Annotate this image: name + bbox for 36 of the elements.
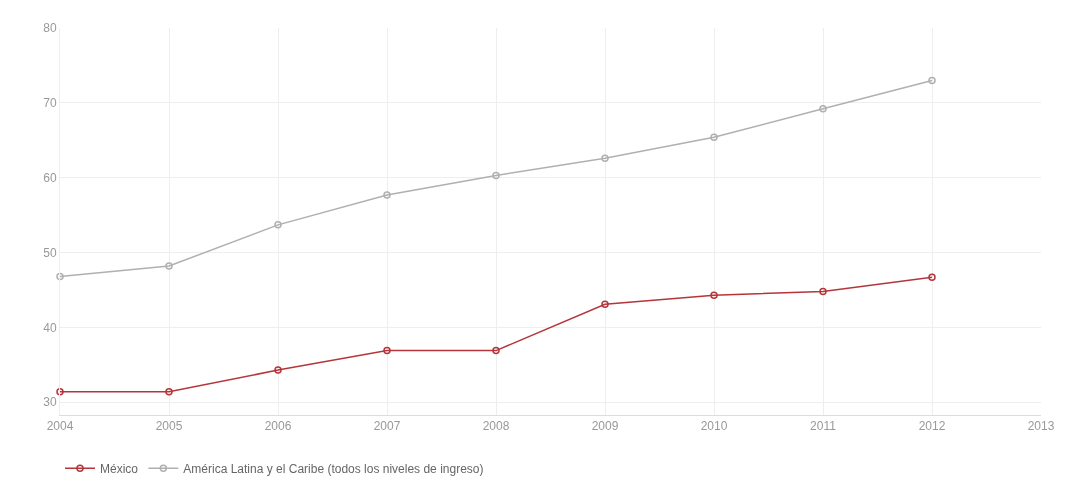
point	[710, 291, 718, 299]
x-tick-label: 2009	[591, 419, 619, 434]
point	[601, 300, 609, 308]
point	[710, 133, 718, 142]
point	[492, 171, 500, 180]
x-tick-label: 2004	[46, 419, 74, 434]
x-tick-label: 2005	[155, 419, 183, 434]
x-tick-label: 2010	[700, 419, 728, 434]
point	[383, 346, 391, 355]
y-tick-label: 80	[43, 21, 57, 36]
y-tick-label: 50	[43, 245, 57, 260]
legend-label: México	[100, 461, 139, 476]
legend-label: América Latina y el Caribe (todos los niveles de ingreso)	[183, 461, 484, 476]
point	[819, 287, 827, 296]
point	[165, 262, 173, 270]
x-tick-label: 2007	[373, 419, 401, 434]
point	[165, 388, 173, 396]
point	[601, 154, 609, 162]
y-tick-label: 30	[43, 395, 57, 410]
point	[274, 221, 282, 229]
x-tick-label: 2006	[264, 419, 292, 434]
point	[928, 273, 936, 282]
y-tick-label: 70	[43, 96, 57, 111]
x-tick-label: 2011	[810, 419, 837, 434]
point	[492, 346, 500, 355]
x-tick-label: 2008	[482, 419, 510, 434]
y-tick-label: 40	[43, 320, 57, 335]
point	[928, 76, 936, 85]
x-tick-label: 2013	[1027, 419, 1055, 434]
point	[819, 105, 827, 113]
point	[56, 272, 64, 281]
x-tick-label: 2012	[918, 419, 946, 434]
point	[383, 191, 391, 199]
point	[56, 388, 64, 396]
y-tick-label: 60	[43, 170, 57, 185]
point	[274, 366, 282, 374]
